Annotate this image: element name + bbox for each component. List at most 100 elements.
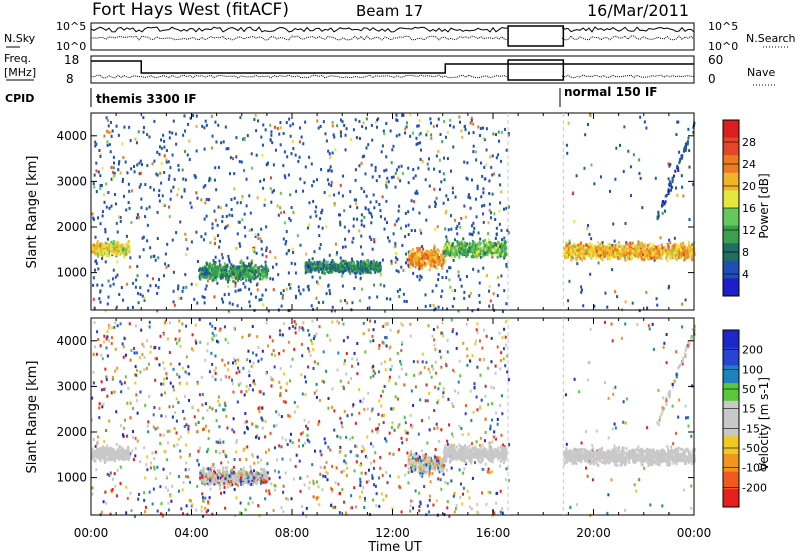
scatter-cell — [493, 435, 496, 439]
scatter-cell — [154, 450, 157, 454]
band-cell — [488, 243, 491, 247]
scatter-cell — [120, 286, 123, 290]
band-cell — [504, 244, 507, 248]
scatter-cell — [112, 282, 115, 286]
scatter-cell — [614, 290, 617, 294]
scatter-cell — [436, 401, 439, 405]
scatter-cell — [114, 347, 117, 351]
scatter-cell — [485, 502, 488, 506]
scatter-cell — [95, 259, 98, 263]
scatter-cell — [663, 341, 666, 345]
scatter-cell — [270, 176, 273, 180]
band-cell — [94, 251, 97, 255]
scatter-cell — [474, 197, 477, 201]
scatter-cell — [316, 119, 319, 123]
nsky-panel: N.Sky 10^5 10^0 N.Search 10^5 10^0 — [4, 20, 796, 53]
scatter-cell — [211, 331, 214, 335]
band-cell — [368, 262, 371, 266]
scatter-cell — [244, 234, 247, 238]
scatter-cell — [235, 136, 238, 140]
scatter-cell — [279, 121, 282, 125]
band-cell — [305, 265, 308, 269]
scatter-cell — [99, 222, 102, 226]
scatter-cell — [565, 442, 568, 446]
scatter-cell — [176, 193, 179, 197]
scatter-cell — [294, 331, 297, 335]
scatter-cell — [407, 166, 410, 170]
band-cell — [91, 250, 94, 254]
scatter-cell — [251, 388, 254, 392]
scatter-cell — [282, 349, 285, 353]
scatter-cell — [254, 113, 257, 117]
scatter-cell — [256, 288, 259, 292]
scatter-cell — [580, 288, 583, 292]
scatter-cell — [245, 384, 248, 388]
band-cell — [416, 246, 419, 250]
scatter-cell — [677, 120, 680, 124]
scatter-cell — [105, 182, 108, 186]
scatter-cell — [234, 359, 237, 363]
scatter-cell — [675, 350, 678, 354]
scatter-cell — [154, 378, 157, 382]
scatter-cell — [464, 128, 467, 132]
band-cell — [433, 264, 436, 268]
scatter-cell — [101, 210, 104, 214]
scatter-cell — [235, 441, 238, 445]
scatter-cell — [435, 499, 438, 503]
band-cell — [97, 252, 100, 256]
scatter-cell — [238, 383, 241, 387]
scatter-cell — [206, 408, 209, 412]
scatter-cell — [438, 382, 441, 386]
scatter-cell — [280, 506, 283, 510]
scatter-cell — [253, 461, 256, 465]
scatter-cell — [370, 238, 373, 242]
band-cell — [488, 246, 491, 250]
scatter-cell — [192, 113, 195, 117]
scatter-cell — [465, 274, 468, 278]
band-cell — [587, 251, 590, 255]
band-cell — [610, 246, 613, 250]
scatter-cell — [433, 187, 436, 191]
band-cell — [683, 258, 686, 262]
scatter-cell — [148, 394, 151, 398]
band-cell — [640, 250, 643, 254]
band-cell — [484, 248, 487, 252]
scatter-cell — [97, 267, 100, 271]
band-cell — [481, 251, 484, 255]
scatter-cell — [149, 246, 152, 250]
scatter-cell — [172, 289, 175, 293]
scatter-cell — [611, 244, 614, 248]
scatter-cell — [502, 207, 505, 211]
scatter-cell — [170, 499, 173, 503]
scatter-cell — [436, 225, 439, 229]
scatter-cell — [415, 142, 418, 146]
scatter-cell — [371, 215, 374, 219]
band-cell — [326, 270, 329, 274]
scatter-cell — [278, 132, 281, 136]
scatter-cell — [367, 208, 370, 212]
scatter-cell — [147, 430, 150, 434]
scatter-cell — [334, 242, 337, 246]
band-cell — [361, 262, 364, 266]
band-cell — [412, 253, 415, 257]
scatter-cell — [476, 184, 479, 188]
scatter-cell — [344, 245, 347, 249]
scatter-cell — [153, 159, 156, 163]
scatter-cell — [568, 241, 571, 245]
band-cell — [337, 264, 340, 268]
band-cell — [244, 264, 247, 268]
band-cell — [419, 262, 422, 266]
scatter-cell — [212, 259, 215, 263]
scatter-cell — [435, 124, 438, 128]
scatter-cell — [622, 420, 625, 424]
scatter-cell — [353, 351, 356, 355]
scatter-cell — [181, 488, 184, 492]
scatter-cell — [192, 348, 195, 352]
scatter-cell — [483, 138, 486, 142]
band-cell — [491, 249, 494, 253]
scatter-cell — [142, 130, 145, 134]
scatter-cell — [111, 326, 114, 330]
scatter-cell — [195, 283, 198, 287]
scatter-cell — [616, 295, 619, 299]
scatter-cell — [116, 230, 119, 234]
